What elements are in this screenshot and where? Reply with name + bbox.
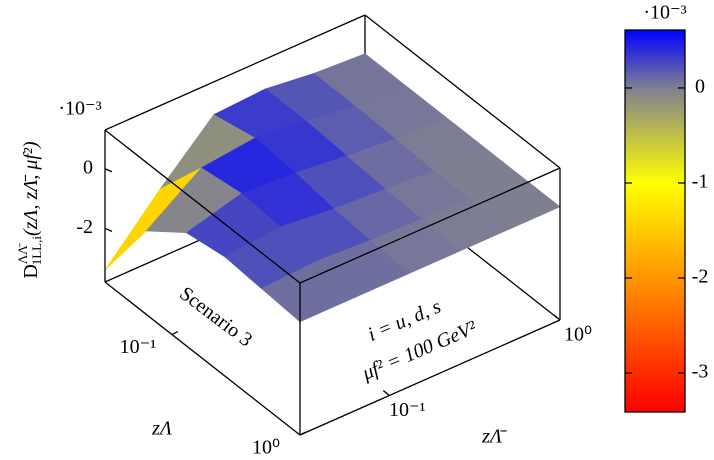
x-tick bbox=[171, 330, 179, 336]
box-edge bbox=[364, 14, 561, 169]
annotation: Scenario 3 bbox=[175, 283, 256, 352]
box-edge bbox=[299, 167, 561, 284]
z-tick-label: 0 bbox=[83, 156, 93, 178]
z-multiplier: ·10⁻³ bbox=[58, 98, 101, 120]
z-label-args: (zΛ, zΛ̄, μf²) bbox=[20, 141, 42, 236]
z-axis-label: DΛΛ̄1LL,i(zΛ, zΛ̄, μf²) bbox=[15, 141, 44, 279]
x-tick-label: 10⁰ bbox=[252, 437, 280, 459]
z-label-sup: ΛΛ̄ bbox=[15, 243, 30, 264]
x-tick bbox=[299, 431, 307, 436]
y-axis-label: zΛ̄ bbox=[481, 426, 507, 448]
colorbar-tick-label: 0 bbox=[695, 76, 705, 98]
y-tick bbox=[382, 390, 390, 397]
box-edge bbox=[104, 281, 301, 436]
y-tick bbox=[553, 314, 561, 321]
box-edge bbox=[104, 14, 366, 131]
x-axis-label: zΛ bbox=[151, 418, 172, 440]
colorbar-tick-label: -2 bbox=[692, 266, 709, 288]
z-tick bbox=[104, 168, 113, 173]
colorbar-tick-label: -3 bbox=[692, 361, 709, 383]
y-tick-label: 10⁻¹ bbox=[389, 399, 426, 421]
z-label-base: D bbox=[20, 264, 42, 278]
surface-cell bbox=[260, 260, 356, 323]
colorbar bbox=[624, 29, 686, 413]
colorbar-tick-label: -1 bbox=[692, 171, 709, 193]
y-tick-label: 10⁰ bbox=[564, 324, 592, 346]
colorbar-multiplier: ·10⁻³ bbox=[643, 2, 686, 24]
x-tick-label: 10⁻¹ bbox=[120, 336, 157, 358]
z-tick bbox=[104, 227, 113, 232]
z-tick-label: -2 bbox=[76, 216, 93, 238]
box-edge bbox=[104, 129, 301, 284]
z-label-sub: 1LL,i bbox=[29, 236, 44, 266]
box-edge bbox=[299, 319, 561, 436]
